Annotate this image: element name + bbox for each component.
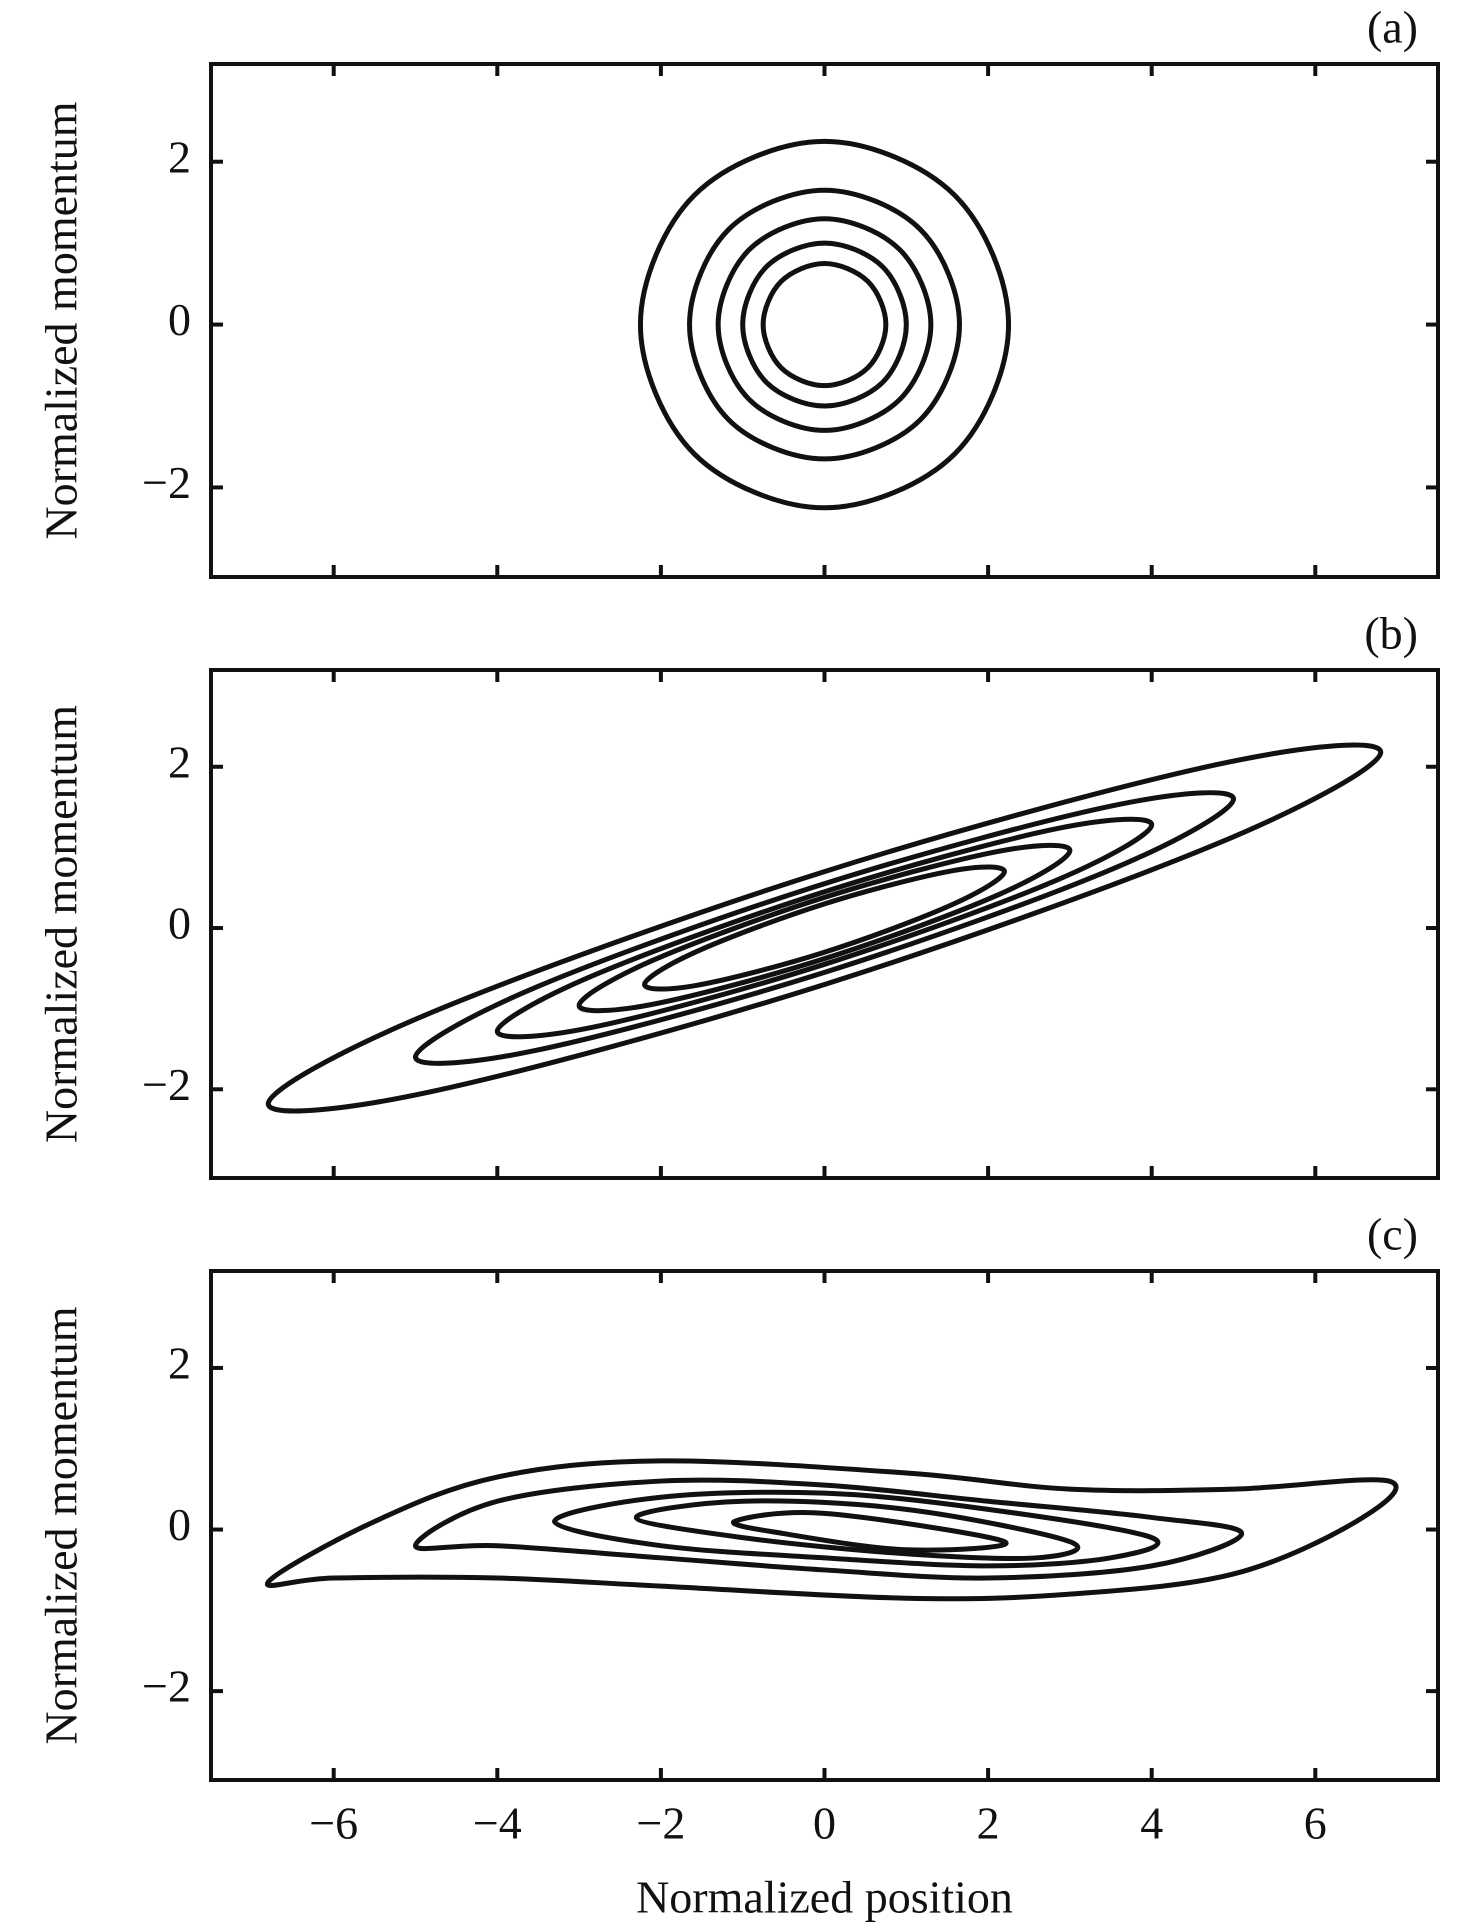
panel-label: (a) bbox=[1367, 2, 1418, 53]
contour-line bbox=[760, 260, 889, 389]
contour-line bbox=[412, 1477, 1245, 1581]
x-tick-label: −2 bbox=[636, 1798, 685, 1849]
contour-line bbox=[576, 842, 1073, 1014]
contour-line bbox=[265, 742, 1384, 1114]
y-axis-label: Normalized momentum bbox=[36, 1306, 87, 1744]
y-tick-label: −2 bbox=[142, 1661, 191, 1712]
y-tick-label: −2 bbox=[142, 1059, 191, 1110]
x-tick-label: 0 bbox=[813, 1798, 836, 1849]
contour-line bbox=[687, 187, 962, 462]
plot-frame bbox=[209, 668, 1440, 1180]
y-tick-label: 0 bbox=[168, 1499, 191, 1550]
contour-line bbox=[264, 1458, 1399, 1602]
y-tick-label: −2 bbox=[142, 457, 191, 508]
x-tick-label: 6 bbox=[1304, 1798, 1327, 1849]
contour-line bbox=[494, 816, 1155, 1040]
x-tick-label: −6 bbox=[309, 1798, 358, 1849]
x-axis-label: Normalized position bbox=[636, 1872, 1013, 1922]
contour-line bbox=[633, 1498, 1081, 1562]
contour-line bbox=[730, 1510, 1009, 1553]
contour-line bbox=[642, 864, 1007, 992]
y-tick-label: 2 bbox=[168, 1338, 191, 1389]
contour-line bbox=[412, 790, 1237, 1066]
contour-line bbox=[740, 240, 909, 409]
panel-label: (c) bbox=[1367, 1209, 1418, 1260]
contour-line bbox=[715, 216, 934, 433]
y-tick-label: 2 bbox=[168, 131, 191, 182]
y-axis-label: Normalized momentum bbox=[36, 705, 87, 1143]
x-tick-label: −4 bbox=[473, 1798, 522, 1849]
y-tick-label: 0 bbox=[168, 294, 191, 345]
x-tick-label: 2 bbox=[977, 1798, 1000, 1849]
contour-line bbox=[552, 1489, 1161, 1569]
x-tick-label: 4 bbox=[1140, 1798, 1163, 1849]
panel-label: (b) bbox=[1364, 608, 1418, 659]
y-tick-label: 0 bbox=[168, 898, 191, 949]
y-tick-label: 2 bbox=[168, 736, 191, 787]
plot-frame bbox=[209, 1269, 1440, 1782]
contour-line bbox=[637, 138, 1012, 511]
y-axis-label: Normalized momentum bbox=[36, 101, 87, 539]
